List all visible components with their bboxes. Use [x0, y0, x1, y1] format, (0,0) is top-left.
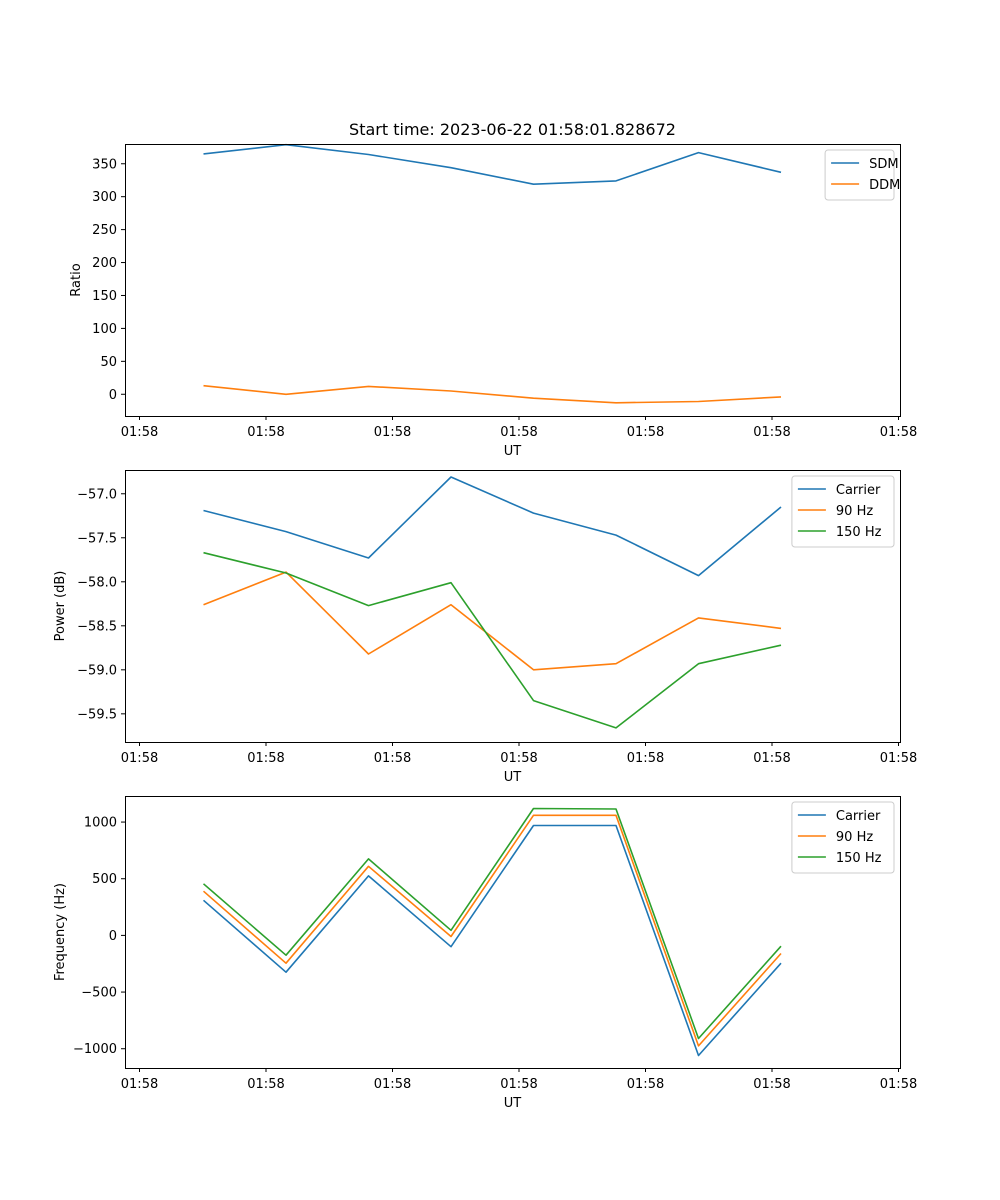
x-tick-label: 01:58: [121, 1077, 158, 1092]
legend-label: 90 Hz: [836, 830, 873, 845]
x-axis-label: UT: [504, 1096, 522, 1111]
legend: Carrier 90 Hz 150 Hz: [791, 475, 895, 548]
y-tick-label: 0: [109, 388, 117, 403]
y-tick-label: 1000: [84, 816, 117, 831]
legend-box: [791, 475, 895, 548]
legend: Carrier 90 Hz 150 Hz: [791, 801, 895, 874]
x-tick-label: 01:58: [753, 425, 790, 440]
x-tick-label: 01:58: [627, 751, 664, 766]
y-axis-label: Ratio: [69, 263, 84, 296]
legend-label: Carrier: [836, 483, 881, 498]
x-axis-label: UT: [504, 770, 522, 785]
x-tick-label: 01:58: [753, 1077, 790, 1092]
x-tick-label: 01:58: [753, 751, 790, 766]
chart-panel-2: −57.0 −57.5 −58.0 −58.5 −59.0 −59.5 01:58 01:58…: [53, 470, 917, 785]
y-tick-label: 250: [92, 223, 117, 238]
y-tick-label: 150: [92, 289, 117, 304]
y-axis-label: Frequency (Hz): [53, 883, 68, 981]
x-tick-label: 01:58: [247, 1077, 284, 1092]
x-tick-label: 01:58: [880, 1077, 917, 1092]
y-tick-label: −500: [81, 986, 117, 1001]
x-tick-label: 01:58: [374, 425, 411, 440]
y-tick-label: −59.0: [77, 663, 117, 678]
series-line-90-hz: [203, 571, 782, 671]
legend: SDM DDM: [824, 149, 900, 201]
y-tick-label: 500: [92, 872, 117, 887]
y-tick-label: −1000: [73, 1042, 117, 1057]
y-tick-label: −57.5: [77, 531, 117, 546]
y-tick-label: 300: [92, 190, 117, 205]
y-tick-label: 0: [109, 929, 117, 944]
y-tick-label: −57.0: [77, 487, 117, 502]
axes-frame: [125, 470, 901, 743]
x-tick-label: 01:58: [880, 751, 917, 766]
series-line-ddm: [203, 384, 782, 404]
legend-label: 150 Hz: [836, 525, 882, 540]
x-tick-label: 01:58: [374, 1077, 411, 1092]
legend-label: Carrier: [836, 809, 881, 824]
x-tick-label: 01:58: [247, 751, 284, 766]
chart-panel-3: 1000 500 0 −500 −1000 01:58 01:58 01:58 01:58 01:…: [53, 796, 917, 1111]
y-tick-label: 100: [92, 322, 117, 337]
legend-label: 150 Hz: [836, 851, 882, 866]
x-tick-label: 01:58: [627, 425, 664, 440]
x-tick-label: 01:58: [880, 425, 917, 440]
y-tick-label: −59.5: [77, 707, 117, 722]
series-line-150-hz: [202, 807, 782, 1040]
x-tick-label: 01:58: [121, 751, 158, 766]
axes-frame: [125, 796, 901, 1069]
legend-label: DDM: [869, 178, 900, 193]
series-line-carrier: [202, 824, 782, 1057]
chart-title: Start time: 2023-06-22 01:58:01.828672: [349, 120, 676, 139]
x-tick-label: 01:58: [500, 425, 537, 440]
y-tick-label: 200: [92, 256, 117, 271]
legend-label: SDM: [869, 157, 898, 172]
y-tick-label: 350: [92, 157, 117, 172]
x-tick-label: 01:58: [121, 425, 158, 440]
chart-panel-1: Start time: 2023-06-22 01:58:01.828672 0 5…: [69, 120, 917, 459]
legend-box: [791, 801, 895, 874]
series-line-sdm: [203, 143, 782, 185]
x-tick-label: 01:58: [627, 1077, 664, 1092]
axes-frame: [125, 144, 901, 417]
series-line-150-hz: [203, 551, 782, 729]
y-tick-label: −58.0: [77, 575, 117, 590]
y-tick-label: 50: [100, 355, 117, 370]
x-tick-label: 01:58: [247, 425, 284, 440]
x-tick-label: 01:58: [374, 751, 411, 766]
legend-label: 90 Hz: [836, 504, 873, 519]
x-tick-label: 01:58: [500, 751, 537, 766]
y-axis-label: Power (dB): [53, 571, 68, 642]
y-tick-label: −58.5: [77, 619, 117, 634]
x-axis-label: UT: [504, 444, 522, 459]
x-tick-label: 01:58: [500, 1077, 537, 1092]
series-line-carrier: [203, 476, 782, 577]
series-line-90-hz: [202, 814, 782, 1047]
